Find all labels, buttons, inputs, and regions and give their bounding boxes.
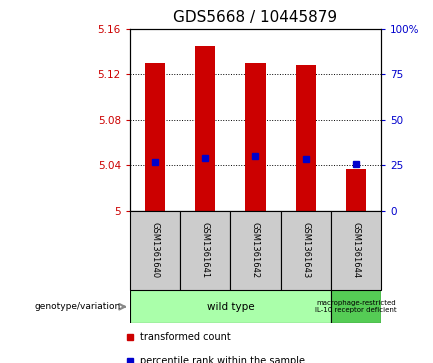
Bar <box>346 168 366 211</box>
Bar <box>130 211 180 290</box>
Bar <box>195 46 215 211</box>
Bar <box>130 290 331 323</box>
Text: GSM1361643: GSM1361643 <box>301 223 310 278</box>
Text: transformed count: transformed count <box>140 332 231 342</box>
Text: GSM1361642: GSM1361642 <box>251 223 260 278</box>
Text: percentile rank within the sample: percentile rank within the sample <box>140 356 305 363</box>
Text: GSM1361640: GSM1361640 <box>151 223 159 278</box>
Bar <box>331 290 381 323</box>
Text: genotype/variation: genotype/variation <box>35 302 121 311</box>
Bar <box>331 211 381 290</box>
Title: GDS5668 / 10445879: GDS5668 / 10445879 <box>173 10 338 25</box>
Text: GSM1361641: GSM1361641 <box>201 223 210 278</box>
Bar <box>145 63 165 211</box>
Text: macrophage-restricted
IL-10 receptor deficient: macrophage-restricted IL-10 receptor def… <box>315 300 397 313</box>
Bar <box>180 211 230 290</box>
Bar <box>230 211 281 290</box>
Bar <box>281 211 331 290</box>
Bar <box>246 63 265 211</box>
Text: GSM1361644: GSM1361644 <box>352 223 360 278</box>
Text: wild type: wild type <box>207 302 254 312</box>
Bar <box>296 65 316 211</box>
